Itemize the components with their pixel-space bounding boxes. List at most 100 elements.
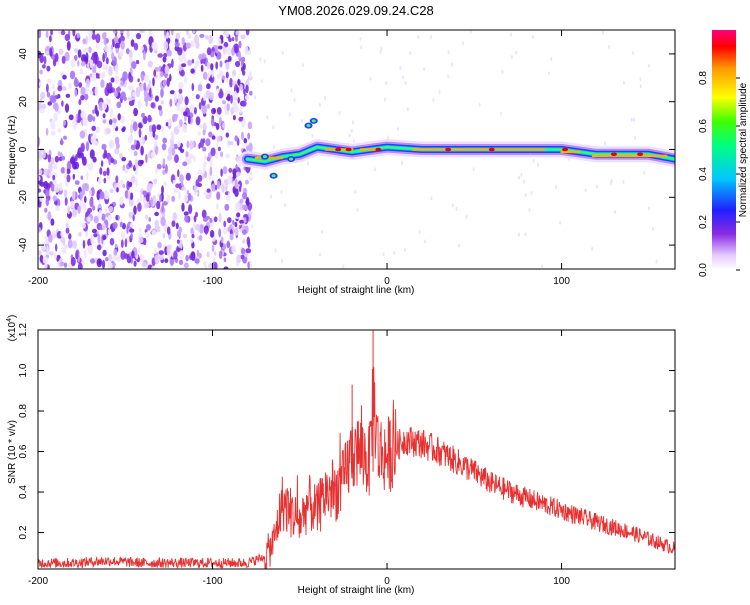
noise-speck [418,230,421,234]
noise-speck [318,102,321,107]
noise-blob [185,42,191,49]
noise-blob [77,60,80,67]
colorbar-label: Normalized spectral amplitude [738,82,749,217]
noise-blob [68,114,74,121]
noise-blob [161,202,164,213]
noise-blob [147,114,152,123]
noise-blob [195,94,200,100]
noise-blob [78,231,82,237]
noise-blob [82,38,87,45]
noise-speck [404,81,407,86]
noise-speck [283,203,286,208]
noise-blob [156,200,161,210]
noise-blob [108,66,113,76]
noise-blob [81,54,87,63]
noise-blob [84,93,89,101]
spectrogram-x-axis-label: Height of straight line (km) [298,285,415,296]
noise-blob [171,147,176,156]
noise-blob [69,70,76,80]
noise-blob [44,207,48,213]
noise-blob [140,145,144,156]
noise-blob [67,205,71,215]
noise-blob [229,229,233,235]
noise-blob [102,53,106,63]
noise-blob [232,168,237,176]
noise-speck [528,208,531,212]
noise-blob [172,179,176,185]
noise-blob [216,191,221,200]
noise-blob [82,156,87,166]
noise-blob [220,236,224,244]
noise-blob [38,175,41,181]
noise-blob [99,73,102,79]
noise-blob [136,198,140,204]
noise-blob [158,254,165,260]
noise-blob [241,100,247,107]
noise-blob [243,138,248,144]
noise-speck [318,252,321,257]
noise-speck [301,63,304,68]
noise-blob [148,183,154,188]
noise-blob [104,52,107,59]
noise-blob [103,177,107,184]
noise-blob [241,204,248,211]
noise-blob [238,185,242,193]
noise-blob [89,197,94,208]
noise-blob [115,142,120,149]
colorbar-tick-label: 0.2 [698,215,709,229]
noise-blob [183,211,189,216]
y-tick-label: 0.6 [18,444,29,458]
noise-blob [202,172,205,180]
noise-blob [194,258,200,264]
noise-blob [130,232,133,239]
noise-blob [38,250,42,256]
noise-blob [157,53,163,58]
noise-blob [225,71,229,79]
noise-blob [125,48,130,55]
noise-speck [399,66,402,71]
noise-blob [52,195,57,202]
noise-blob [162,79,167,87]
noise-blob [39,181,45,187]
noise-blob [54,102,59,112]
noise-blob [242,192,248,200]
snr-x-axis-label: Height of straight line (km) [298,585,415,596]
noise-blob [128,49,133,60]
noise-blob [171,220,176,228]
noise-blob [43,168,49,176]
noise-blob [120,30,124,34]
noise-blob [180,148,185,153]
noise-speck [614,210,616,215]
noise-blob [141,262,147,268]
noise-speck [369,76,372,81]
spectrogram-signal-track [239,117,675,179]
noise-blob [94,55,98,65]
noise-blob [153,69,157,77]
noise-blob [77,262,83,269]
noise-blob [73,122,77,130]
noise-blob [51,84,55,90]
noise-blob [71,209,76,217]
noise-speck [517,232,520,237]
noise-speck [596,184,599,189]
noise-blob [182,123,188,133]
noise-blob [44,235,49,242]
noise-blob [235,30,240,36]
noise-blob [245,30,250,36]
noise-blob [64,51,70,62]
noise-blob [131,61,137,69]
noise-blob [50,218,55,226]
noise-speck [351,120,354,125]
noise-speck [447,50,450,55]
noise-blob [159,194,162,203]
noise-blob [66,160,72,171]
noise-blob [61,155,66,161]
noise-blob [139,253,144,263]
noise-blob [128,85,132,91]
noise-blob [161,143,167,151]
noise-blob [59,71,64,76]
noise-blob [181,202,185,212]
noise-speck [342,264,345,269]
noise-blob [237,97,240,104]
noise-blob [238,116,243,122]
